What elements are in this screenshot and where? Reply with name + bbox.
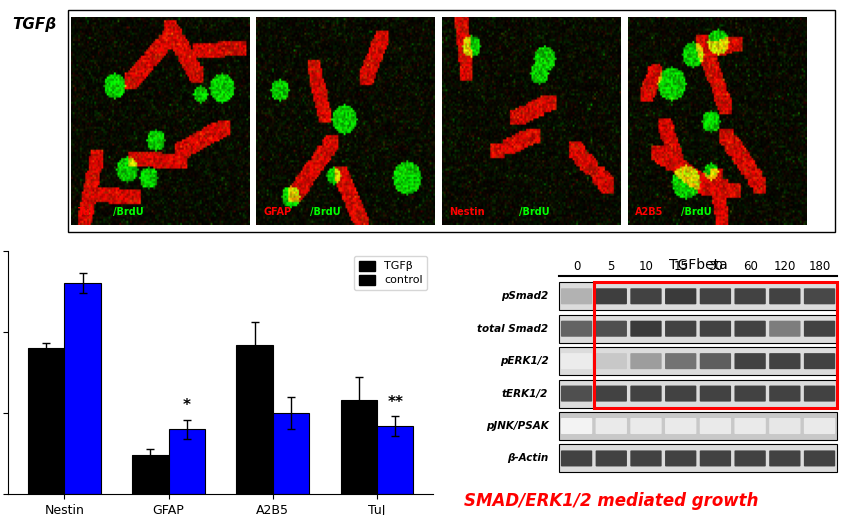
FancyBboxPatch shape bbox=[561, 451, 593, 467]
Text: GFAP: GFAP bbox=[263, 207, 292, 217]
Bar bbox=[559, 380, 837, 407]
Text: TuJ: TuJ bbox=[78, 207, 94, 217]
Text: 180: 180 bbox=[808, 260, 830, 272]
FancyBboxPatch shape bbox=[665, 353, 696, 369]
Text: β-Actin: β-Actin bbox=[507, 453, 548, 464]
FancyBboxPatch shape bbox=[561, 288, 593, 304]
Legend: TGFβ, control: TGFβ, control bbox=[354, 256, 427, 290]
Bar bbox=[273, 413, 309, 494]
FancyBboxPatch shape bbox=[804, 451, 835, 467]
Bar bbox=[132, 455, 168, 494]
FancyBboxPatch shape bbox=[561, 386, 593, 402]
FancyBboxPatch shape bbox=[630, 386, 661, 402]
Text: pSmad2: pSmad2 bbox=[501, 291, 548, 301]
Text: **: ** bbox=[387, 395, 403, 410]
FancyBboxPatch shape bbox=[700, 386, 731, 402]
Bar bbox=[594, 282, 837, 407]
FancyBboxPatch shape bbox=[700, 451, 731, 467]
FancyBboxPatch shape bbox=[700, 353, 731, 369]
FancyBboxPatch shape bbox=[700, 288, 731, 304]
FancyBboxPatch shape bbox=[769, 288, 801, 304]
FancyBboxPatch shape bbox=[734, 418, 766, 434]
Text: /BrdU: /BrdU bbox=[519, 207, 549, 217]
FancyBboxPatch shape bbox=[630, 288, 661, 304]
Text: total Smad2: total Smad2 bbox=[477, 324, 548, 334]
Text: pJNK/PSAK: pJNK/PSAK bbox=[486, 421, 548, 431]
FancyBboxPatch shape bbox=[734, 386, 766, 402]
FancyBboxPatch shape bbox=[734, 451, 766, 467]
FancyBboxPatch shape bbox=[665, 321, 696, 337]
Bar bbox=[377, 426, 413, 494]
Text: 5: 5 bbox=[608, 260, 615, 272]
FancyBboxPatch shape bbox=[700, 418, 731, 434]
FancyBboxPatch shape bbox=[734, 353, 766, 369]
FancyBboxPatch shape bbox=[630, 321, 661, 337]
Bar bbox=[65, 283, 101, 494]
FancyBboxPatch shape bbox=[769, 353, 801, 369]
Text: /BrdU: /BrdU bbox=[681, 207, 711, 217]
Bar bbox=[559, 444, 837, 472]
FancyBboxPatch shape bbox=[700, 321, 731, 337]
Text: *: * bbox=[183, 398, 191, 413]
Text: 60: 60 bbox=[743, 260, 757, 272]
FancyBboxPatch shape bbox=[769, 451, 801, 467]
Text: 15: 15 bbox=[673, 260, 689, 272]
Text: 30: 30 bbox=[708, 260, 722, 272]
FancyBboxPatch shape bbox=[596, 386, 627, 402]
FancyBboxPatch shape bbox=[596, 288, 627, 304]
Text: tERK1/2: tERK1/2 bbox=[502, 389, 548, 399]
Text: TGFbeta: TGFbeta bbox=[669, 258, 728, 272]
Text: SMAD/ERK1/2 mediated growth: SMAD/ERK1/2 mediated growth bbox=[464, 492, 758, 510]
Text: A2B5: A2B5 bbox=[635, 207, 663, 217]
Text: 120: 120 bbox=[773, 260, 796, 272]
FancyBboxPatch shape bbox=[665, 386, 696, 402]
FancyBboxPatch shape bbox=[630, 451, 661, 467]
FancyBboxPatch shape bbox=[665, 418, 696, 434]
FancyBboxPatch shape bbox=[630, 418, 661, 434]
Text: pERK1/2: pERK1/2 bbox=[500, 356, 548, 366]
FancyBboxPatch shape bbox=[596, 353, 627, 369]
Text: /BrdU: /BrdU bbox=[113, 207, 143, 217]
FancyBboxPatch shape bbox=[734, 321, 766, 337]
Bar bbox=[236, 345, 273, 494]
Text: 10: 10 bbox=[638, 260, 654, 272]
FancyBboxPatch shape bbox=[596, 451, 627, 467]
Text: Nestin: Nestin bbox=[449, 207, 485, 217]
Bar bbox=[559, 347, 837, 375]
FancyBboxPatch shape bbox=[561, 418, 593, 434]
FancyBboxPatch shape bbox=[804, 353, 835, 369]
FancyBboxPatch shape bbox=[665, 451, 696, 467]
FancyBboxPatch shape bbox=[665, 288, 696, 304]
FancyBboxPatch shape bbox=[804, 288, 835, 304]
FancyBboxPatch shape bbox=[596, 321, 627, 337]
Bar bbox=[340, 400, 377, 494]
FancyBboxPatch shape bbox=[804, 418, 835, 434]
FancyBboxPatch shape bbox=[769, 386, 801, 402]
Text: /BrdU: /BrdU bbox=[310, 207, 340, 217]
FancyBboxPatch shape bbox=[804, 321, 835, 337]
Bar bbox=[559, 315, 837, 343]
FancyBboxPatch shape bbox=[769, 321, 801, 337]
FancyBboxPatch shape bbox=[561, 353, 593, 369]
Bar bbox=[559, 282, 837, 311]
Bar bbox=[559, 412, 837, 440]
FancyBboxPatch shape bbox=[804, 386, 835, 402]
FancyBboxPatch shape bbox=[596, 418, 627, 434]
FancyBboxPatch shape bbox=[769, 418, 801, 434]
Text: TGFβ: TGFβ bbox=[13, 17, 57, 32]
FancyBboxPatch shape bbox=[561, 321, 593, 337]
FancyBboxPatch shape bbox=[630, 353, 661, 369]
Bar bbox=[28, 348, 65, 494]
FancyBboxPatch shape bbox=[734, 288, 766, 304]
Bar bbox=[168, 430, 205, 494]
Text: 0: 0 bbox=[573, 260, 580, 272]
